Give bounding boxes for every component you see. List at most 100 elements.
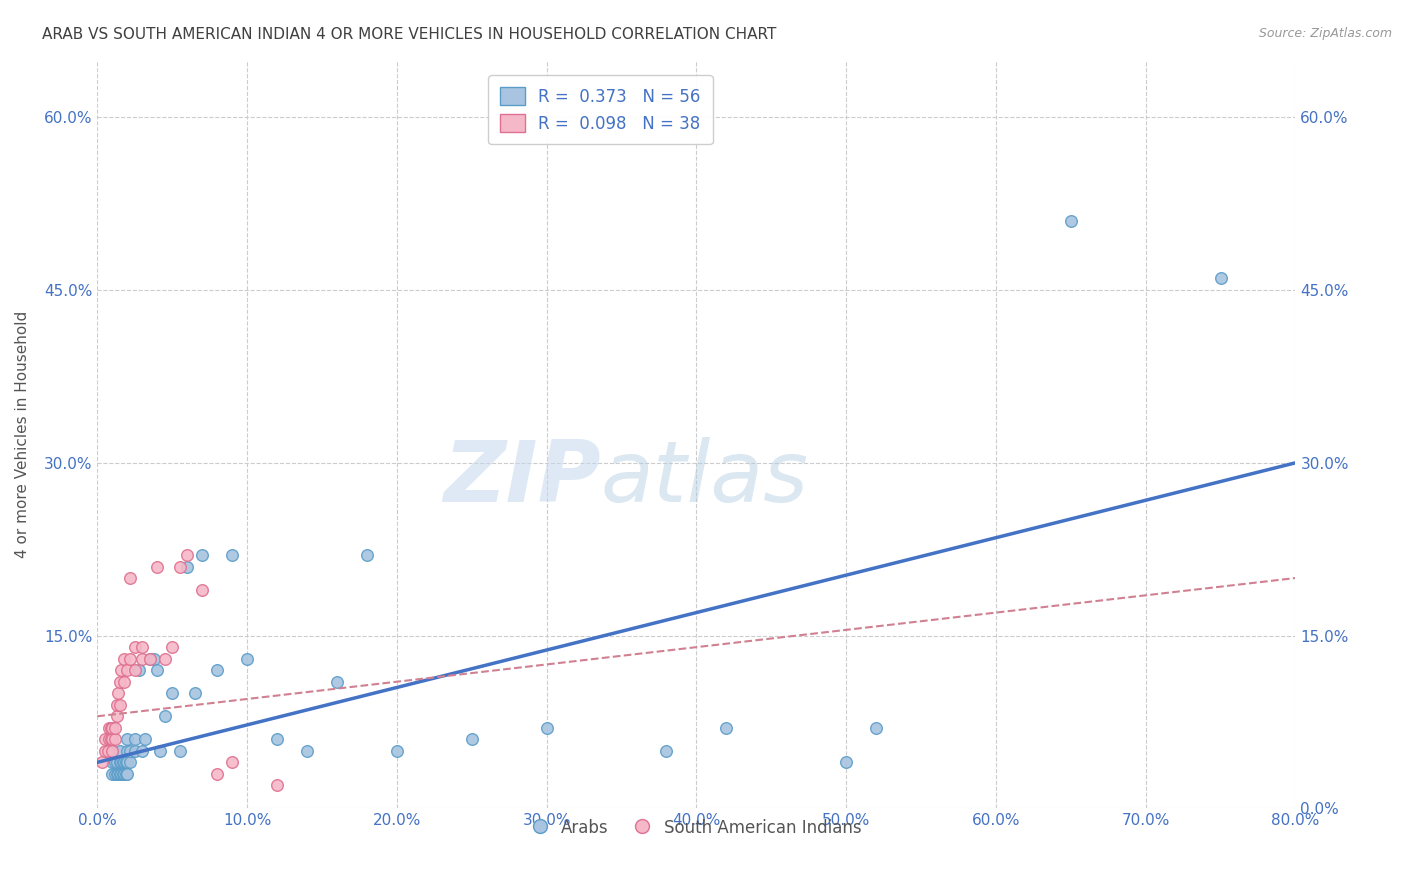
Point <box>124 744 146 758</box>
Point <box>146 559 169 574</box>
Point <box>143 651 166 665</box>
Point <box>105 767 128 781</box>
Point <box>98 732 121 747</box>
Point <box>120 571 142 585</box>
Point <box>356 548 378 562</box>
Point <box>108 767 131 781</box>
Point <box>101 744 124 758</box>
Point <box>104 721 127 735</box>
Point <box>266 732 288 747</box>
Point <box>169 559 191 574</box>
Point <box>221 756 243 770</box>
Point <box>160 686 183 700</box>
Point <box>221 548 243 562</box>
Point <box>176 548 198 562</box>
Point <box>134 732 156 747</box>
Point <box>120 651 142 665</box>
Point <box>93 732 115 747</box>
Point <box>105 756 128 770</box>
Point <box>169 744 191 758</box>
Point <box>191 548 214 562</box>
Point <box>104 756 127 770</box>
Point <box>107 686 129 700</box>
Point <box>131 744 153 758</box>
Point <box>105 709 128 723</box>
Point <box>153 709 176 723</box>
Point <box>100 732 122 747</box>
Point <box>120 744 142 758</box>
Point <box>326 674 349 689</box>
Point <box>124 640 146 655</box>
Point <box>108 698 131 712</box>
Point <box>110 663 132 677</box>
Point <box>111 756 134 770</box>
Point <box>108 756 131 770</box>
Point <box>104 767 127 781</box>
Point <box>101 767 124 781</box>
Point <box>107 767 129 781</box>
Point <box>1209 271 1232 285</box>
Point <box>191 582 214 597</box>
Point <box>112 674 135 689</box>
Point <box>835 756 858 770</box>
Point <box>236 651 259 665</box>
Point <box>124 663 146 677</box>
Point <box>101 744 124 758</box>
Point <box>110 756 132 770</box>
Point <box>108 674 131 689</box>
Text: Source: ZipAtlas.com: Source: ZipAtlas.com <box>1258 27 1392 40</box>
Point <box>138 651 160 665</box>
Point <box>536 721 558 735</box>
Point <box>93 744 115 758</box>
Point <box>205 663 228 677</box>
Point <box>101 756 124 770</box>
Point <box>114 767 136 781</box>
Point <box>124 732 146 747</box>
Point <box>1060 214 1083 228</box>
Point <box>108 744 131 758</box>
Point <box>128 663 150 677</box>
Point <box>160 640 183 655</box>
Point <box>101 721 124 735</box>
Point <box>101 732 124 747</box>
Point <box>385 744 408 758</box>
Point <box>115 756 138 770</box>
Point <box>115 744 138 758</box>
Y-axis label: 4 or more Vehicles in Household: 4 or more Vehicles in Household <box>15 310 30 558</box>
Point <box>111 767 134 781</box>
Text: atlas: atlas <box>600 437 808 520</box>
Point <box>100 721 122 735</box>
Point <box>295 744 318 758</box>
Point <box>176 559 198 574</box>
Legend: Arabs, South American Indians: Arabs, South American Indians <box>523 810 870 845</box>
Point <box>90 756 112 770</box>
Text: ARAB VS SOUTH AMERICAN INDIAN 4 OR MORE VEHICLES IN HOUSEHOLD CORRELATION CHART: ARAB VS SOUTH AMERICAN INDIAN 4 OR MORE … <box>42 27 776 42</box>
Point <box>205 767 228 781</box>
Point <box>112 651 135 665</box>
Point <box>716 721 738 735</box>
Point <box>153 651 176 665</box>
Point <box>97 744 120 758</box>
Point <box>120 756 142 770</box>
Point <box>115 663 138 677</box>
Point <box>115 732 138 747</box>
Point <box>114 756 136 770</box>
Point <box>115 767 138 781</box>
Point <box>865 721 887 735</box>
Point <box>149 744 172 758</box>
Point <box>112 767 135 781</box>
Point <box>460 732 482 747</box>
Point <box>655 744 678 758</box>
Point <box>146 663 169 677</box>
Point <box>104 732 127 747</box>
Point <box>112 756 135 770</box>
Point <box>105 698 128 712</box>
Point <box>131 640 153 655</box>
Point <box>183 686 205 700</box>
Point <box>266 778 288 792</box>
Text: ZIP: ZIP <box>443 437 600 520</box>
Point <box>131 651 153 665</box>
Point <box>98 721 121 735</box>
Point <box>138 651 160 665</box>
Point <box>110 767 132 781</box>
